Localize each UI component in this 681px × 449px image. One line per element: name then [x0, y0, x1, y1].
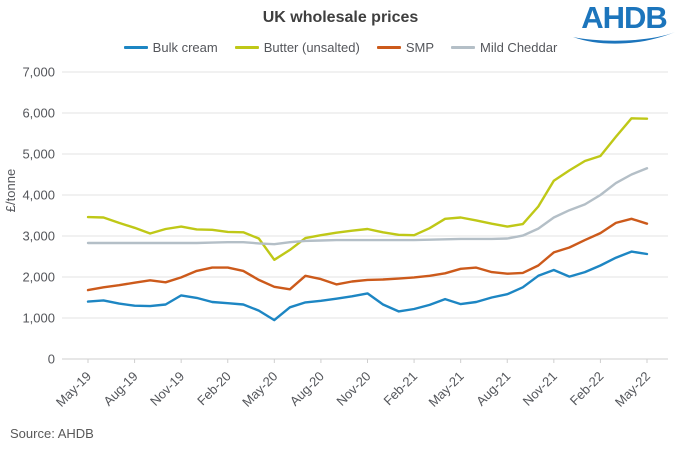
x-tick-label: Aug-20 — [287, 369, 327, 409]
y-tick-label: 6,000 — [22, 106, 55, 121]
legend-label-mild-cheddar: Mild Cheddar — [479, 40, 558, 55]
x-tick-label: Nov-20 — [333, 369, 373, 409]
x-tick-label: Nov-21 — [520, 369, 560, 409]
legend-label-bulk-cream: Bulk cream — [152, 40, 218, 55]
legend-label-smp: SMP — [405, 40, 434, 55]
x-tick-label: Feb-21 — [380, 369, 420, 409]
y-tick-label: 5,000 — [22, 147, 55, 162]
x-tick-label: Feb-20 — [194, 369, 234, 409]
x-tick-label: May-22 — [612, 369, 653, 410]
page-title: UK wholesale prices — [262, 9, 419, 26]
y-tick-label: 7,000 — [22, 65, 55, 80]
y-tick-label: 0 — [48, 352, 55, 367]
legend-item-mild-cheddar: Mild Cheddar — [450, 40, 558, 55]
ahdb-wave-icon — [573, 32, 675, 44]
x-tick-label: May-19 — [53, 369, 94, 410]
legend-item-bulk-cream: Bulk cream — [123, 40, 218, 55]
x-tick-label: Feb-22 — [567, 369, 607, 409]
legend-item-smp: SMP — [376, 40, 434, 55]
legend-swatch-mild-cheddar — [450, 46, 475, 49]
series-line-bulk-cream — [86, 250, 649, 322]
legend-label-butter: Butter (unsalted) — [263, 40, 360, 55]
legend-item-butter: Butter (unsalted) — [234, 40, 360, 55]
y-tick-label: 1,000 — [22, 311, 55, 326]
y-axis-title: £/tonne — [3, 169, 18, 212]
series-line-mild-cheddar — [86, 167, 649, 246]
series-line-butter-unsalted — [86, 117, 649, 261]
legend-swatch-bulk-cream — [123, 46, 148, 49]
x-tick-label: Aug-19 — [100, 369, 140, 409]
source-note: Source: AHDB — [10, 426, 94, 441]
legend-swatch-smp — [376, 46, 401, 49]
y-tick-label: 4,000 — [22, 188, 55, 203]
x-tick-label: Aug-21 — [473, 369, 513, 409]
y-tick-label: 2,000 — [22, 270, 55, 285]
chart-legend: Bulk cream Butter (unsalted) SMP Mild Ch… — [0, 40, 681, 55]
ahdb-logo-text: AHDB — [581, 0, 668, 35]
series-line-smp — [86, 217, 649, 292]
legend-swatch-butter — [234, 46, 259, 49]
x-tick-label: Nov-19 — [147, 369, 187, 409]
x-tick-label: May-21 — [426, 369, 467, 410]
y-tick-label: 3,000 — [22, 229, 55, 244]
ahdb-logo: AHDB — [572, 2, 676, 46]
x-tick-label: May-20 — [239, 369, 280, 410]
